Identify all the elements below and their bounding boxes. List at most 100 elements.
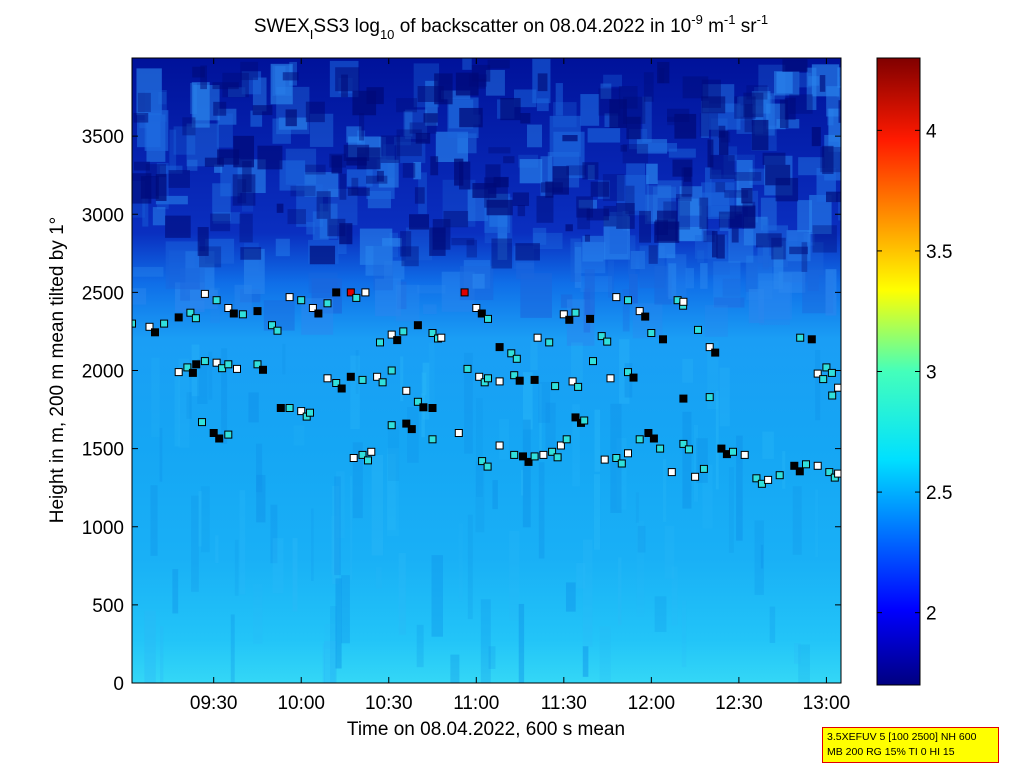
texture-patch	[187, 159, 198, 171]
texture-patch-dark	[639, 210, 652, 243]
texture-streak	[256, 443, 263, 493]
texture-patch-dark	[720, 131, 731, 143]
cloud-base-point-lower	[519, 452, 527, 461]
texture-streak	[798, 644, 810, 683]
cloud-base-point-lower	[691, 472, 700, 481]
colorbar-tick-label: 2	[926, 604, 937, 625]
cloud-base-point-upper	[647, 329, 656, 337]
texture-streak	[538, 462, 545, 559]
texture-patch-dark	[536, 195, 554, 223]
cloud-base-point-upper	[224, 304, 233, 312]
texture-streak	[792, 486, 802, 555]
cloud-base-point-lower	[548, 447, 557, 456]
cloud-base-point-lower	[580, 416, 589, 425]
texture-patch-dark	[366, 87, 384, 105]
texture-patch	[540, 156, 553, 197]
texture-patch-dark	[715, 182, 726, 193]
colorbar	[877, 58, 920, 685]
texture-patch	[723, 154, 755, 178]
texture-patch	[405, 227, 433, 261]
texture-patch	[685, 268, 695, 289]
texture-patch-dark	[784, 97, 796, 120]
texture-streak	[431, 555, 443, 637]
texture-streak	[728, 467, 734, 553]
cloud-base-point-upper	[512, 354, 521, 363]
texture-patch-dark	[242, 161, 252, 193]
texture-streak	[671, 566, 678, 626]
texture-streak	[492, 480, 498, 510]
cloud-base-point-middle	[589, 357, 597, 366]
texture-patch-dark	[252, 105, 273, 116]
texture-patch-dark	[285, 109, 297, 127]
texture-patch	[275, 66, 286, 95]
texture-patch-dark	[779, 99, 789, 129]
texture-patch-dark	[409, 122, 437, 134]
texture-patch	[395, 141, 426, 164]
texture-patch	[485, 69, 505, 96]
texture-streak	[522, 372, 533, 430]
cloud-base-point-upper	[571, 308, 580, 317]
texture-streak	[160, 626, 164, 683]
texture-patch-dark	[582, 162, 599, 180]
texture-patch	[719, 214, 729, 232]
cloud-base-point-lower	[530, 452, 539, 461]
cloud-base-point-middle	[413, 397, 422, 406]
texture-patch-dark	[402, 162, 416, 178]
texture-patch-dark	[743, 92, 764, 118]
texture-patch-dark	[165, 215, 191, 238]
texture-patch-dark	[459, 107, 483, 128]
texture-patch	[707, 205, 735, 220]
texture-patch	[497, 215, 508, 260]
cloud-base-point-middle	[346, 372, 355, 381]
texture-patch	[778, 271, 806, 293]
cloud-base-point-upper	[827, 368, 836, 377]
texture-streak	[616, 438, 627, 510]
cloud-base-point-upper	[711, 348, 720, 357]
texture-streak	[538, 381, 551, 423]
x-tick-label: 10:30	[365, 693, 413, 714]
texture-patch-dark	[276, 203, 284, 213]
texture-patch-dark	[643, 72, 654, 102]
texture-streak	[715, 390, 719, 490]
texture-streak	[324, 623, 337, 649]
texture-patch-dark	[459, 161, 471, 190]
cloud-base-point-middle	[568, 377, 577, 386]
texture-patch-dark	[290, 185, 316, 197]
texture-patch	[828, 108, 841, 152]
texture-patch-dark	[719, 130, 729, 156]
texture-patch-dark	[656, 210, 678, 241]
texture-streak	[422, 362, 430, 420]
texture-streak	[565, 582, 576, 612]
cloud-base-point-upper	[285, 293, 294, 302]
cloud-base-point-lower	[612, 454, 621, 462]
texture-patch-dark	[451, 237, 475, 246]
cloud-base-point-upper	[253, 307, 262, 316]
cloud-base-point-middle	[224, 360, 233, 369]
texture-patch	[190, 289, 218, 309]
texture-streak	[702, 464, 713, 529]
texture-patch	[762, 240, 769, 270]
texture-streak	[794, 643, 801, 664]
texture-streak	[234, 539, 239, 596]
texture-streak	[272, 538, 284, 594]
texture-patch-dark	[734, 172, 762, 181]
cloud-base-point-upper	[834, 383, 841, 392]
texture-streak	[355, 349, 359, 394]
texture-streak	[341, 575, 350, 644]
texture-patch	[679, 186, 703, 216]
cloud-base-point-middle	[253, 360, 262, 369]
y-tick-label: 500	[92, 596, 124, 617]
cloud-base-point-upper	[565, 315, 574, 324]
texture-patch	[405, 109, 428, 140]
texture-patch-dark	[711, 231, 718, 258]
texture-patch-dark	[305, 101, 325, 123]
cloud-base-point-lower	[795, 467, 804, 476]
cloud-base-point-lower	[635, 435, 644, 444]
texture-patch-dark	[552, 166, 569, 195]
texture-patch	[532, 227, 547, 245]
texture-patch-dark	[503, 156, 515, 164]
texture-patch	[173, 126, 196, 155]
cloud-base-point-upper	[495, 343, 504, 352]
cloud-base-point-middle	[306, 408, 314, 417]
texture-patch-dark	[756, 233, 782, 248]
